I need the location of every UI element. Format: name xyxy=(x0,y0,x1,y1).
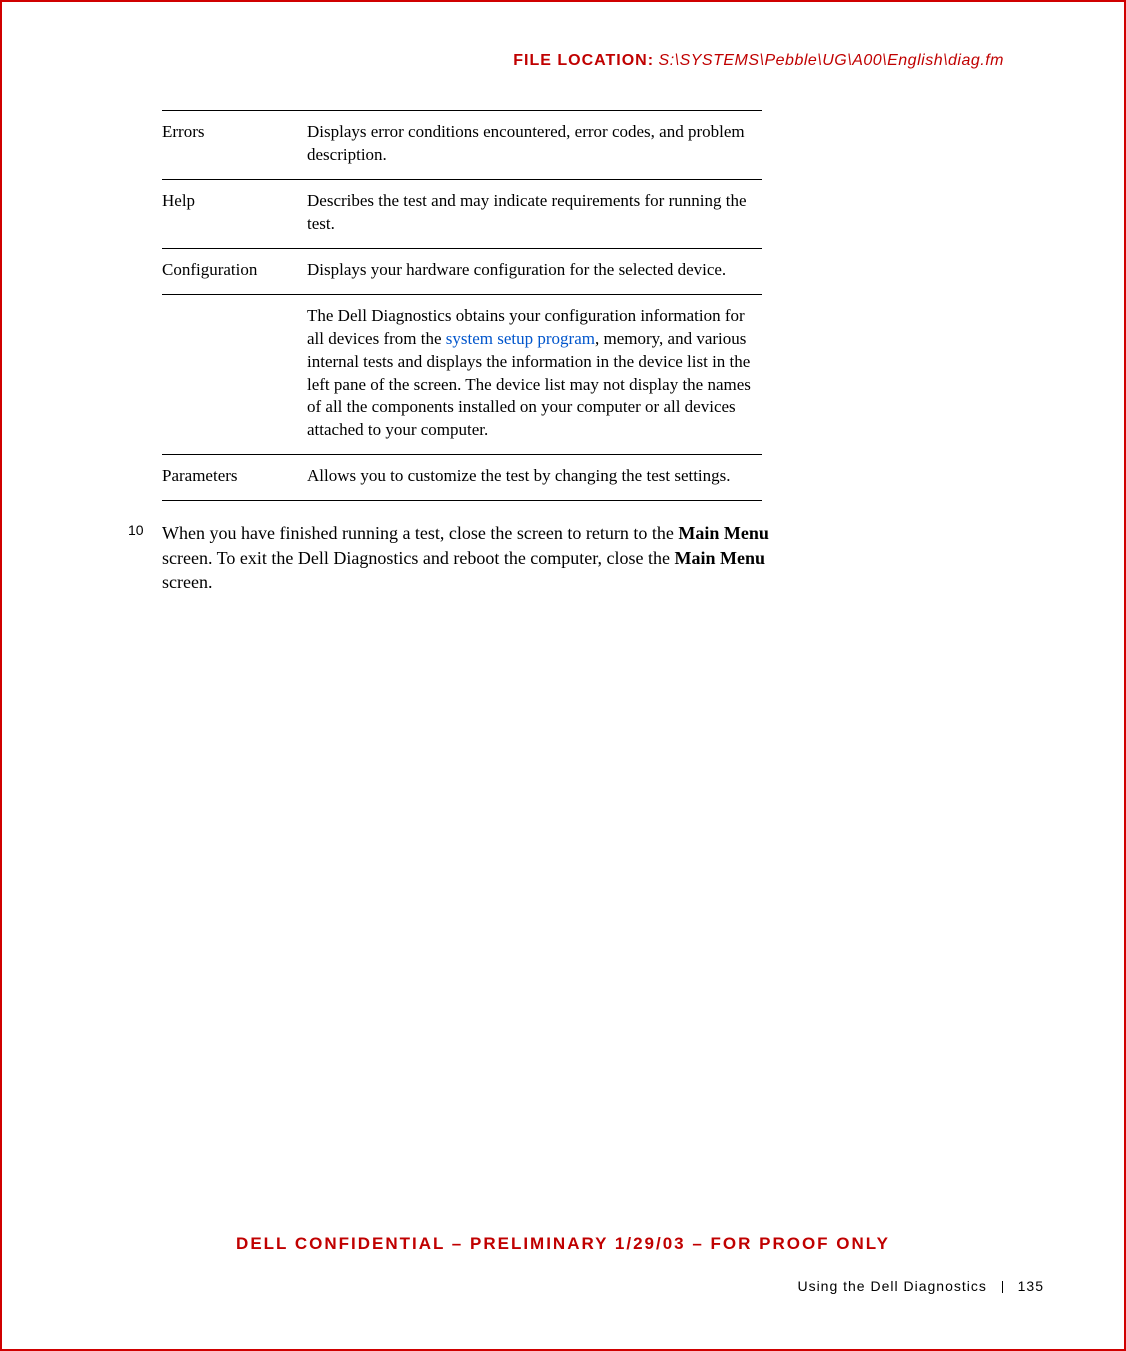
desc-cell: Describes the test and may indicate requ… xyxy=(307,179,762,248)
desc-cell: Displays your hardware configuration for… xyxy=(307,248,762,294)
desc-cell: Allows you to customize the test by chan… xyxy=(307,455,762,501)
desc-text: Allows you to customize the test by chan… xyxy=(307,466,731,485)
term-cell: Parameters xyxy=(162,455,307,501)
file-location-path: S:\SYSTEMS\Pebble\UG\A00\English\diag.fm xyxy=(659,52,1004,69)
term-cell: Configuration xyxy=(162,248,307,294)
term-cell: Help xyxy=(162,179,307,248)
footer-page-number: 135 xyxy=(1018,1278,1044,1294)
step-number: 10 xyxy=(128,521,144,540)
step-text: When you have finished running a test, c… xyxy=(162,523,678,543)
page: FILE LOCATION: S:\SYSTEMS\Pebble\UG\A00\… xyxy=(0,0,1126,1351)
table-row: The Dell Diagnostics obtains your config… xyxy=(162,294,762,455)
main-menu-bold: Main Menu xyxy=(675,548,766,568)
desc-text: Displays your hardware configuration for… xyxy=(307,260,726,279)
step-text: screen. xyxy=(162,572,212,592)
term-cell: Errors xyxy=(162,111,307,180)
footer-separator xyxy=(1002,1281,1003,1293)
main-menu-bold: Main Menu xyxy=(678,523,769,543)
table-row: Errors Displays error conditions encount… xyxy=(162,111,762,180)
desc-cell: The Dell Diagnostics obtains your config… xyxy=(307,294,762,455)
file-location-header: FILE LOCATION: S:\SYSTEMS\Pebble\UG\A00\… xyxy=(82,52,1004,70)
definitions-table: Errors Displays error conditions encount… xyxy=(162,110,762,501)
table-row: Parameters Allows you to customize the t… xyxy=(162,455,762,501)
step-paragraph: 10 When you have finished running a test… xyxy=(162,521,782,594)
desc-text: Describes the test and may indicate requ… xyxy=(307,191,747,233)
desc-cell: Displays error conditions encountered, e… xyxy=(307,111,762,180)
file-location-label: FILE LOCATION: xyxy=(513,52,654,69)
footer-section: Using the Dell Diagnostics xyxy=(797,1278,986,1294)
system-setup-link[interactable]: system setup program xyxy=(446,329,595,348)
confidential-footer: DELL CONFIDENTIAL – PRELIMINARY 1/29/03 … xyxy=(2,1234,1124,1254)
page-footer: Using the Dell Diagnostics 135 xyxy=(797,1278,1044,1294)
table-row: Help Describes the test and may indicate… xyxy=(162,179,762,248)
term-cell xyxy=(162,294,307,455)
desc-text: Displays error conditions encountered, e… xyxy=(307,122,745,164)
table-row: Configuration Displays your hardware con… xyxy=(162,248,762,294)
step-text: screen. To exit the Dell Diagnostics and… xyxy=(162,548,675,568)
